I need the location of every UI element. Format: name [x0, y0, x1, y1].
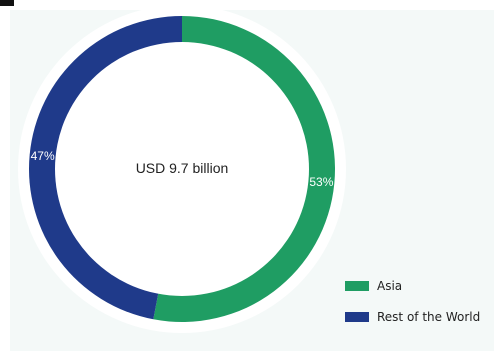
- legend: Asia Rest of the World: [345, 277, 480, 339]
- corner-mark: [0, 0, 14, 6]
- legend-item-asia: Asia: [345, 277, 480, 295]
- donut-hole: [55, 42, 309, 296]
- percentage-labels: 53% 47%: [31, 149, 334, 189]
- center-total-label: USD 9.7 billion: [136, 160, 229, 176]
- legend-item-rest-of-world: Rest of the World: [345, 308, 480, 326]
- legend-swatch-asia: [345, 281, 369, 291]
- legend-swatch-rest-of-world: [345, 312, 369, 322]
- pct-label-asia: 53%: [309, 175, 333, 189]
- pct-label-rest-of-the-world: 47%: [31, 149, 55, 163]
- legend-label-asia: Asia: [377, 279, 403, 293]
- legend-label-rest-of-world: Rest of the World: [377, 310, 481, 324]
